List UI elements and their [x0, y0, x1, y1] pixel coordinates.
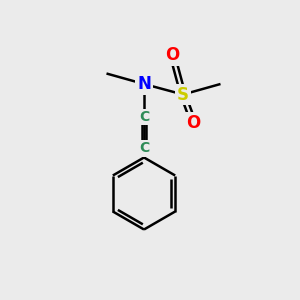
- Text: N: N: [137, 75, 151, 93]
- Text: C: C: [139, 110, 149, 124]
- Text: O: O: [165, 46, 180, 64]
- Text: S: S: [177, 85, 189, 103]
- Text: O: O: [186, 114, 201, 132]
- Text: C: C: [139, 142, 149, 155]
